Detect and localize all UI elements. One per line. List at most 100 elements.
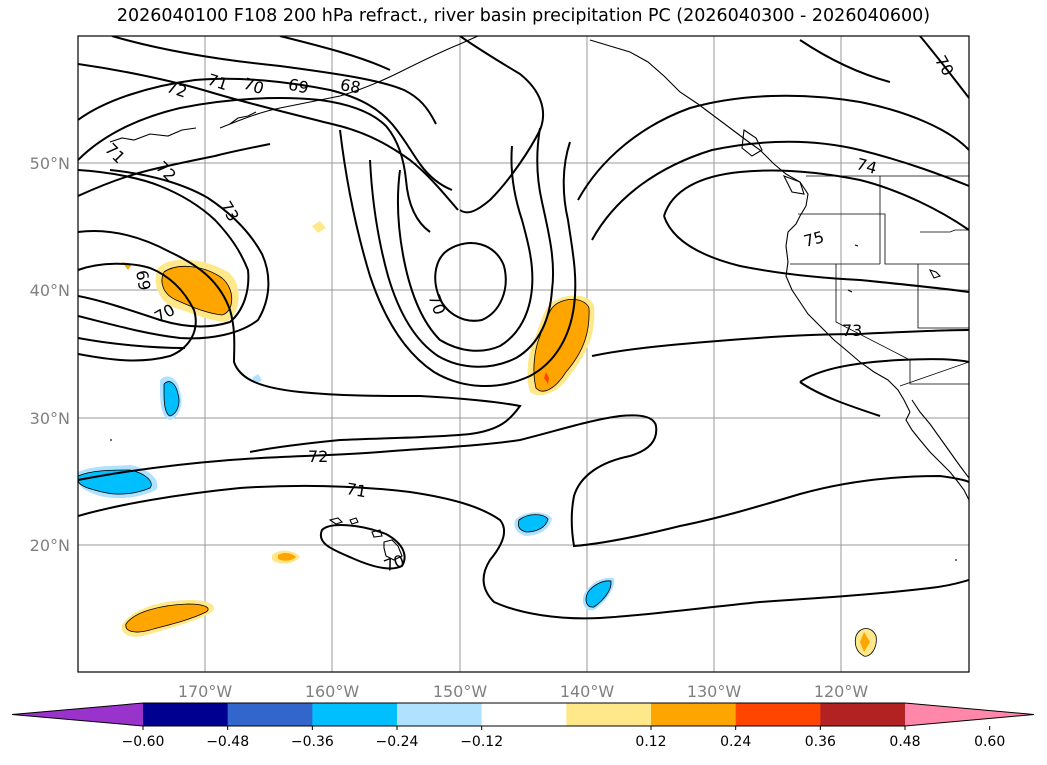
colorbar-box — [481, 703, 567, 726]
contour-label: 71 — [345, 479, 368, 501]
colorbar-box — [397, 703, 483, 726]
contour-label: 74 — [854, 154, 879, 178]
contour-line — [577, 94, 969, 201]
colorbar-tick-label: 0.24 — [720, 734, 751, 750]
colorbar-extend-low — [12, 703, 143, 726]
colorbar-tick-label: −0.24 — [376, 734, 419, 750]
precip-outline — [585, 580, 612, 608]
map-frame — [77, 35, 970, 673]
precip-outline — [163, 381, 180, 417]
colorbar-tick-label: −0.12 — [460, 734, 503, 750]
border-states — [920, 229, 969, 233]
contour-line — [78, 414, 969, 548]
contour-line — [799, 381, 881, 417]
contour-label: 72 — [308, 447, 328, 466]
contour-line — [799, 39, 891, 83]
colorbar: −0.60 −0.48 −0.36 −0.24 −0.12 0.12 0.24 0.36 0.4… — [11, 702, 1035, 750]
latitude-labels: 20°N 30°N 40°N 50°N — [30, 154, 70, 555]
precip-negative-area — [518, 514, 548, 532]
coastline-hawaii — [328, 517, 344, 525]
coastline-baja — [905, 411, 969, 501]
precip-positive-area — [161, 266, 232, 315]
contour-line — [111, 36, 437, 125]
precip-outline — [854, 628, 877, 657]
precip-outline — [125, 603, 209, 633]
colorbar-box — [651, 703, 737, 726]
coastlines — [109, 36, 969, 561]
contour-line — [78, 262, 197, 362]
contour-line — [459, 36, 545, 214]
precip-positive-area — [544, 372, 549, 384]
contour-layer — [78, 36, 969, 620]
contour-line — [78, 230, 522, 453]
colorbar-extend-high — [905, 703, 1034, 726]
coastline-hawaii-big-island — [383, 539, 403, 561]
map-title: 2026040100 F108 200 hPa refract., river … — [116, 6, 931, 26]
colorbar-box — [566, 703, 652, 726]
contour-line — [369, 127, 555, 368]
colorbar-box — [820, 703, 906, 726]
contour-line — [78, 169, 250, 328]
coastline-vancouver-island — [782, 174, 805, 195]
precip-positive-area — [312, 221, 326, 233]
contour-line — [919, 36, 969, 99]
precip-outline — [517, 514, 549, 533]
precip-negative-area — [164, 381, 180, 416]
precip-positive-area — [278, 552, 296, 561]
colorbar-box — [143, 703, 229, 726]
precip-positive-area — [860, 632, 870, 652]
coastline-aleutians — [109, 127, 197, 143]
colorbar-tick-label: 0.12 — [635, 734, 666, 750]
coastline-island — [854, 244, 859, 247]
contour-label: 75 — [802, 227, 827, 251]
precip-outline — [78, 469, 152, 495]
lat-label: 40°N — [30, 281, 70, 300]
contour-line — [78, 77, 453, 191]
contour-line — [78, 143, 271, 197]
contour-label: 73 — [842, 321, 862, 340]
lon-label: 160°W — [305, 682, 360, 701]
precip-negative-area — [586, 580, 612, 608]
lon-label: 170°W — [178, 682, 233, 701]
colorbar-tick-label: −0.48 — [206, 734, 249, 750]
colorbar-tick-label: 0.60 — [974, 734, 1005, 750]
colorbar-box — [735, 703, 821, 726]
contour-line — [799, 358, 969, 383]
coastline-lake — [928, 269, 942, 279]
contour-line — [78, 337, 186, 349]
contour-line — [396, 145, 534, 352]
lon-label: 130°W — [687, 682, 742, 701]
coastline-island — [229, 111, 257, 125]
contour-line — [663, 169, 969, 231]
colorbar-tick-label: 0.36 — [805, 734, 836, 750]
lat-label: 20°N — [30, 536, 70, 555]
contour-label: 68 — [339, 75, 362, 97]
coastline-bc — [589, 39, 809, 207]
contour-line — [319, 524, 406, 570]
coastline-island — [847, 289, 853, 293]
coastline-gulf-california — [911, 399, 969, 479]
precip-outline — [161, 266, 233, 316]
lat-label: 50°N — [30, 154, 70, 173]
longitude-labels: 170°W 160°W 150°W 140°W 130°W 120°W — [178, 682, 869, 701]
contour-line — [434, 242, 507, 322]
lon-label: 140°W — [560, 682, 615, 701]
precip-outlines — [78, 266, 877, 657]
lon-label: 150°W — [433, 682, 488, 701]
colorbar-box — [312, 703, 398, 726]
contour-line — [78, 484, 969, 620]
colorbar-box — [227, 703, 313, 726]
contour-line — [78, 97, 431, 233]
contour-line — [78, 169, 270, 340]
contour-line — [78, 63, 459, 211]
colorbar-tick-label: 0.48 — [889, 734, 920, 750]
contour-line — [279, 36, 391, 71]
border-states — [798, 213, 969, 265]
coastline-alaska — [219, 36, 479, 129]
lat-label: 30°N — [30, 409, 70, 428]
contour-line — [591, 329, 969, 357]
contour-label: 69 — [287, 75, 311, 98]
contour-line — [591, 140, 969, 241]
contour-line — [339, 129, 577, 388]
